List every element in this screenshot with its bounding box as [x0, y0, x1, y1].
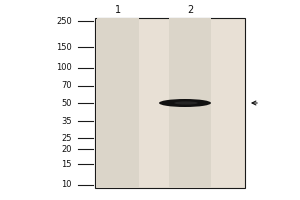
Text: 15: 15	[61, 160, 72, 169]
Bar	[169, 18, 211, 188]
Ellipse shape	[174, 101, 198, 105]
Text: 25: 25	[61, 134, 72, 143]
Ellipse shape	[159, 99, 211, 107]
Text: 70: 70	[61, 81, 72, 90]
Text: 35: 35	[61, 117, 72, 126]
Text: 250: 250	[56, 17, 72, 26]
Text: 2: 2	[187, 5, 193, 15]
Text: 100: 100	[56, 63, 72, 72]
Bar	[95, 18, 245, 188]
Text: 10: 10	[61, 180, 72, 189]
Text: 50: 50	[61, 98, 72, 108]
Bar	[97, 18, 139, 188]
Text: 150: 150	[56, 43, 72, 52]
Text: 20: 20	[61, 145, 72, 154]
Text: 1: 1	[115, 5, 121, 15]
